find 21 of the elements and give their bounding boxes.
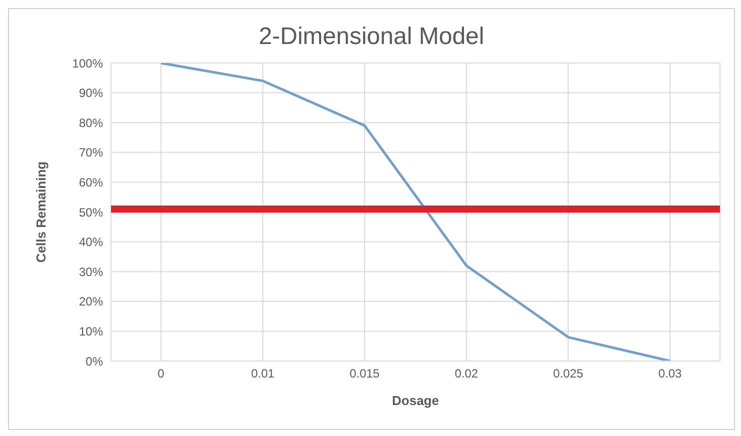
y-tick-label: 40% — [78, 235, 104, 250]
chart-title: 2-Dimensional Model — [258, 23, 486, 51]
y-tick-label: 80% — [78, 116, 104, 130]
x-tick-label: 0 — [158, 366, 165, 381]
y-axis-title: Cells Remaining — [34, 161, 49, 263]
y-tick-label: 30% — [78, 264, 104, 279]
line-series — [160, 63, 672, 361]
y-tick-label: 0% — [86, 354, 104, 368]
y-tick-label: 90% — [78, 86, 104, 100]
x-tick-label: 0.025 — [553, 366, 584, 381]
y-tick-label: 20% — [78, 294, 104, 309]
x-axis-title: Dosage — [392, 393, 439, 408]
y-tick-label: 10% — [78, 324, 104, 338]
y-tick-label: 50% — [78, 205, 104, 220]
y-tick-label: 100% — [72, 56, 104, 70]
y-tick-label: 60% — [78, 175, 104, 190]
y-tick-label: 70% — [78, 146, 104, 160]
x-tick-label: 0.015 — [350, 366, 380, 381]
x-tick-label: 0.02 — [454, 366, 478, 381]
x-tick-label: 0.01 — [251, 366, 275, 381]
x-tick-label: 0.03 — [658, 366, 682, 381]
